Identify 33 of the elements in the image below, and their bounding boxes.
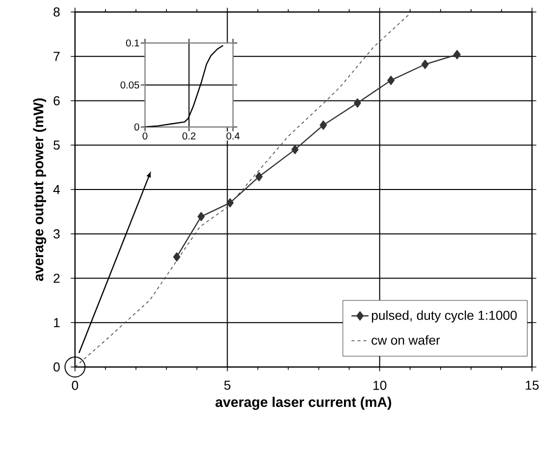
- y-axis-title: average output power (mW): [33, 98, 46, 281]
- point: [198, 212, 205, 222]
- x-tick-label: 0.4: [226, 132, 240, 140]
- y-tick-label: 6: [54, 96, 60, 106]
- point: [173, 252, 180, 262]
- point: [453, 50, 461, 60]
- x-tick-label: 0: [72, 380, 78, 390]
- legend-label: pulsed, duty cycle 1:1000: [372, 310, 517, 322]
- point: [226, 198, 234, 208]
- x-axis-title: average laser current (mA): [216, 396, 392, 410]
- y-tick-label: 0: [134, 123, 140, 131]
- y-tick-label: 0: [54, 362, 60, 372]
- y-tick-label: 0.1: [126, 39, 140, 47]
- point: [255, 172, 263, 182]
- x-tick-label: 5: [224, 380, 230, 390]
- point: [421, 60, 429, 69]
- y-tick-label: 7: [54, 52, 60, 61]
- point: [291, 144, 299, 154]
- point: [320, 120, 327, 130]
- x-tick-label: 0: [142, 132, 148, 140]
- y-tick-label: 1: [54, 318, 60, 328]
- x-tick-label: 15: [526, 380, 539, 390]
- y-tick-label: 4: [53, 185, 60, 194]
- y-tick-label: 8: [54, 7, 60, 17]
- point: [387, 76, 395, 85]
- x-tick-label: 10: [373, 380, 386, 390]
- y-tick-label: 5: [54, 140, 60, 150]
- y-tick-label: 3: [54, 229, 60, 238]
- x-tick-label: 0.2: [182, 132, 196, 140]
- legend-label: cw on wafer: [372, 335, 440, 345]
- y-tick-label: 2: [54, 274, 60, 283]
- point: [354, 98, 362, 108]
- y-tick-label: 0.05: [120, 81, 140, 89]
